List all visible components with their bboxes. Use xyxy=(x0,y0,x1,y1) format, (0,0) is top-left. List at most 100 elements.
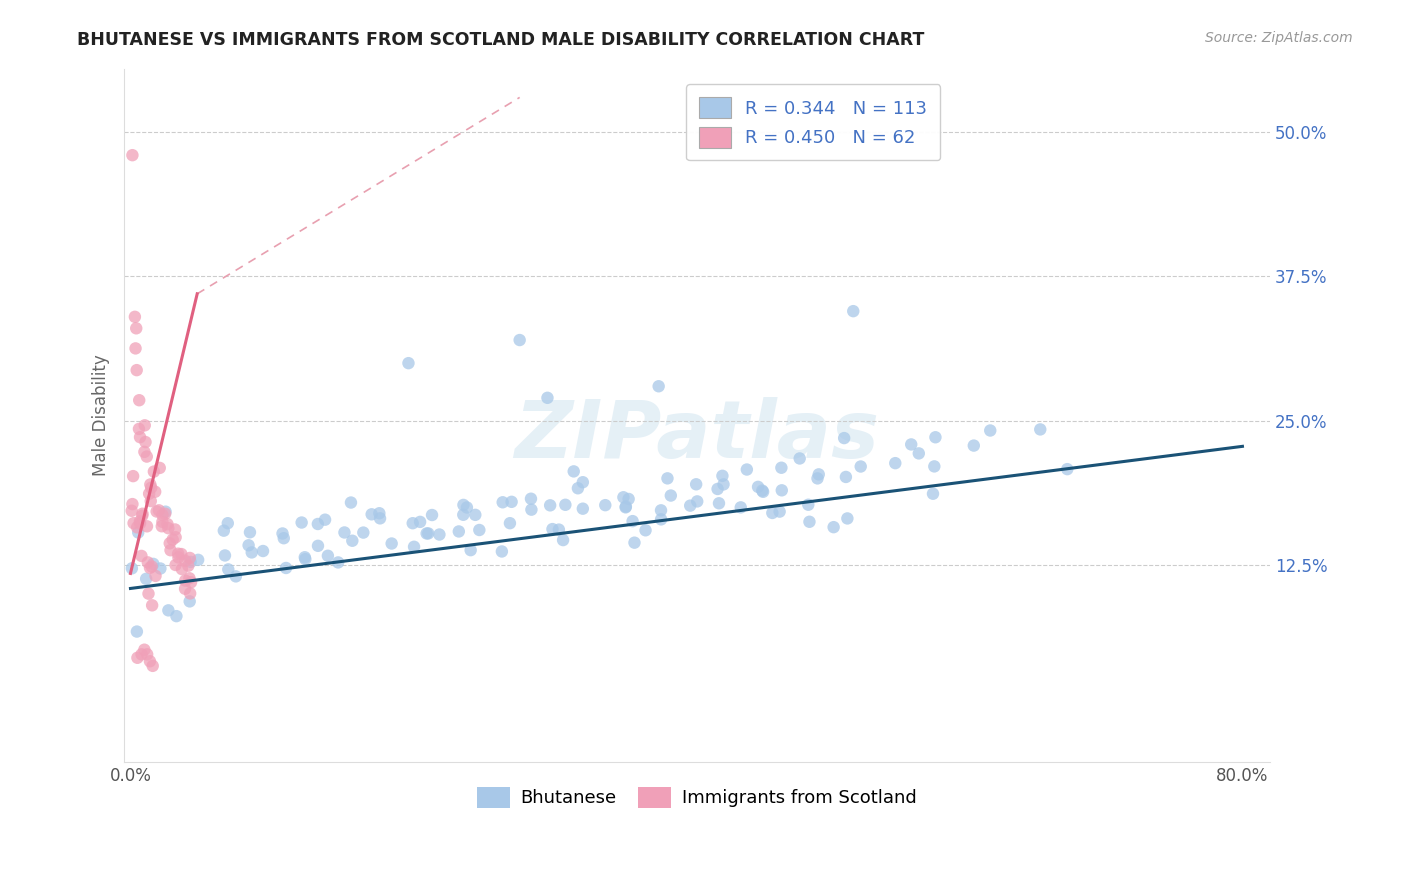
Point xyxy=(136,519,159,533)
Point xyxy=(491,544,513,558)
Point xyxy=(122,516,145,531)
Point xyxy=(381,536,404,550)
Point xyxy=(963,439,986,453)
Point xyxy=(314,513,336,527)
Point xyxy=(141,559,163,574)
Point xyxy=(291,516,314,530)
Point xyxy=(368,511,391,525)
Point xyxy=(174,574,197,588)
Point xyxy=(770,483,793,498)
Point xyxy=(900,437,922,451)
Point xyxy=(614,500,637,514)
Point xyxy=(751,483,773,498)
Point xyxy=(159,543,181,558)
Point xyxy=(156,517,179,532)
Point xyxy=(134,642,156,657)
Point xyxy=(135,435,157,450)
Point xyxy=(884,456,907,470)
Point xyxy=(922,487,945,501)
Point xyxy=(832,431,855,445)
Point xyxy=(177,558,200,573)
Point xyxy=(163,523,186,537)
Point xyxy=(152,515,174,529)
Point xyxy=(849,459,872,474)
Point xyxy=(415,526,437,541)
Point xyxy=(273,531,295,545)
Point xyxy=(217,516,239,531)
Point xyxy=(418,526,440,541)
Point xyxy=(538,499,561,513)
Point xyxy=(252,544,274,558)
Point xyxy=(685,477,707,491)
Point xyxy=(707,496,730,510)
Point xyxy=(747,480,769,494)
Point xyxy=(127,525,149,540)
Point xyxy=(127,650,149,665)
Point xyxy=(924,459,946,474)
Point xyxy=(657,471,679,485)
Point xyxy=(713,477,735,491)
Point xyxy=(165,558,187,572)
Point xyxy=(617,491,640,506)
Text: Source: ZipAtlas.com: Source: ZipAtlas.com xyxy=(1205,31,1353,45)
Point xyxy=(139,654,162,668)
Point xyxy=(409,515,432,529)
Point xyxy=(157,603,180,617)
Point xyxy=(316,549,339,563)
Point xyxy=(554,498,576,512)
Point xyxy=(520,491,543,506)
Point xyxy=(326,556,349,570)
Point xyxy=(711,468,734,483)
Point xyxy=(806,471,828,485)
Point xyxy=(429,527,451,541)
Point xyxy=(520,502,543,516)
Point xyxy=(139,477,162,491)
Point xyxy=(572,501,595,516)
Point xyxy=(121,148,143,162)
Point xyxy=(214,549,236,563)
Point xyxy=(352,525,374,540)
Point xyxy=(634,523,657,537)
Point xyxy=(142,557,165,571)
Point xyxy=(342,533,364,548)
Text: BHUTANESE VS IMMIGRANTS FROM SCOTLAND MALE DISABILITY CORRELATION CHART: BHUTANESE VS IMMIGRANTS FROM SCOTLAND MA… xyxy=(77,31,925,49)
Text: ZIPatlas: ZIPatlas xyxy=(515,397,879,475)
Point xyxy=(307,539,329,553)
Point xyxy=(179,594,201,608)
Point xyxy=(138,486,160,500)
Point xyxy=(129,516,152,531)
Point xyxy=(789,451,811,466)
Point xyxy=(402,540,425,554)
Point xyxy=(167,547,190,561)
Point xyxy=(492,495,515,509)
Point xyxy=(141,481,163,495)
Point xyxy=(136,555,159,569)
Point xyxy=(547,523,569,537)
Point xyxy=(170,547,193,561)
Point xyxy=(499,516,522,531)
Point xyxy=(149,561,172,575)
Point xyxy=(799,515,821,529)
Point xyxy=(837,511,859,525)
Point xyxy=(752,484,775,499)
Point xyxy=(1029,422,1052,436)
Point xyxy=(142,658,165,673)
Point xyxy=(420,508,443,522)
Point xyxy=(122,469,145,483)
Point xyxy=(180,555,202,569)
Point xyxy=(143,484,166,499)
Point xyxy=(453,498,475,512)
Point xyxy=(402,516,425,531)
Point xyxy=(924,430,946,444)
Point xyxy=(212,524,235,538)
Point xyxy=(148,503,170,517)
Point xyxy=(238,538,260,552)
Point xyxy=(562,464,585,478)
Point xyxy=(121,497,143,511)
Point xyxy=(162,533,184,547)
Y-axis label: Male Disability: Male Disability xyxy=(93,354,110,476)
Point xyxy=(979,424,1001,438)
Point xyxy=(187,553,209,567)
Point xyxy=(174,554,197,568)
Point xyxy=(127,520,149,534)
